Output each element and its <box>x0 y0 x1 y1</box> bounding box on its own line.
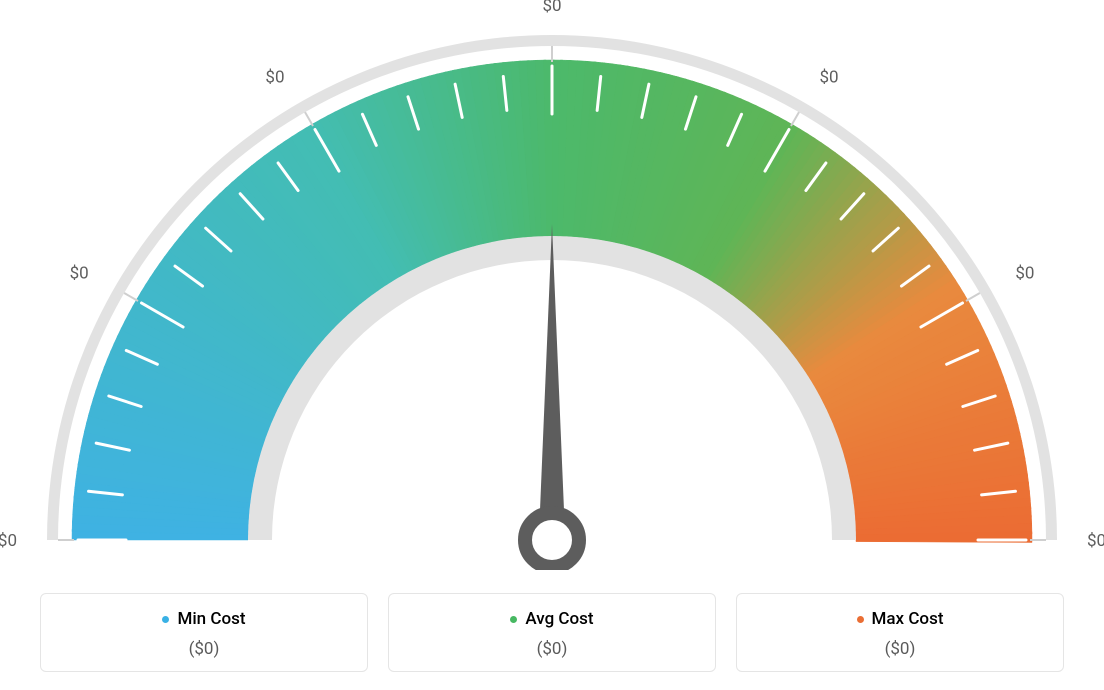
gauge-svg: $0 $0 $0 $0 $0 $0 $0 <box>0 0 1104 570</box>
legend-card-avg: Avg Cost ($0) <box>388 593 716 673</box>
major-tick <box>124 293 138 301</box>
legend-text-min: Min Cost <box>177 609 245 629</box>
legend-label-avg: Avg Cost <box>510 609 593 629</box>
legend-text-avg: Avg Cost <box>525 609 593 629</box>
legend-text-max: Max Cost <box>872 609 944 629</box>
gauge-cost-chart: $0 $0 $0 $0 $0 $0 $0 Min Cost ($0) Avg Cost ($… <box>0 0 1104 690</box>
legend-card-max: Max Cost ($0) <box>736 593 1064 673</box>
tick-label: $0 <box>542 0 561 16</box>
major-tick <box>305 112 313 126</box>
tick-label: $0 <box>1015 264 1034 284</box>
legend-dot-min <box>162 616 169 623</box>
needle <box>540 224 564 510</box>
tick-label: $0 <box>0 531 17 551</box>
tick-label: $0 <box>820 68 839 88</box>
legend-label-min: Min Cost <box>162 609 245 629</box>
tick-label: $0 <box>265 68 284 88</box>
legend-value-max: ($0) <box>747 639 1053 659</box>
gauge-area: $0 $0 $0 $0 $0 $0 $0 <box>0 0 1104 570</box>
tick-label: $0 <box>70 264 89 284</box>
legend-dot-avg <box>510 616 517 623</box>
tick-label: $0 <box>1087 531 1104 551</box>
major-tick <box>791 112 799 126</box>
major-tick <box>966 293 980 301</box>
legend-row: Min Cost ($0) Avg Cost ($0) Max Cost ($0… <box>40 593 1064 673</box>
legend-card-min: Min Cost ($0) <box>40 593 368 673</box>
legend-dot-max <box>857 616 864 623</box>
needle-hub <box>525 513 579 567</box>
legend-value-avg: ($0) <box>399 639 705 659</box>
legend-label-max: Max Cost <box>857 609 944 629</box>
legend-value-min: ($0) <box>51 639 357 659</box>
